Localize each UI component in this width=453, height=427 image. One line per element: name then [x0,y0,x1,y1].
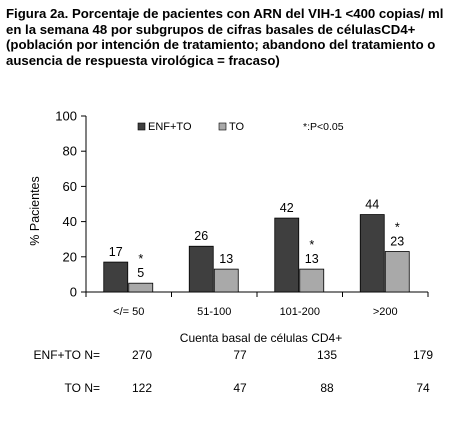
x-tick-label: 101-200 [280,306,320,318]
x-axis: </= 50 51-100 101-200 >200 [85,291,429,318]
significance-marker: * [138,252,143,266]
x-axis-label: Cuenta basal de células CD4+ [180,331,342,345]
y-axis-label: % Pacientes [28,176,42,245]
y-tick-label: 20 [63,249,77,264]
data-label: 13 [305,252,319,266]
y-axis: 0 20 40 60 80 100 [55,109,87,300]
significance-marker: * [395,221,400,235]
figure-title: Figura 2a. Porcentaje de pacientes con A… [6,6,444,68]
n-table-cell: 88 [320,381,334,395]
x-tick-label: </= 50 [113,306,144,318]
significance-marker: * [309,238,314,252]
data-label: 23 [390,235,404,249]
bar-to [213,268,239,293]
n-table-row-label: TO N= [64,381,100,395]
n-table-cell: 179 [412,348,434,362]
y-tick-label: 0 [70,285,77,300]
bar-enf-to [274,217,300,293]
y-tick-label: 60 [63,179,77,194]
bar-enf-to [103,261,129,293]
n-table-cell: 135 [316,348,338,362]
n-table-row: TO N= 122 47 88 74 [0,381,453,397]
data-label: 5 [137,266,144,280]
n-table-row-label: ENF+TO N= [33,348,100,362]
data-label: 13 [219,252,233,266]
n-table-cell: 122 [131,381,153,395]
n-table-row: ENF+TO N= 270 77 135 179 [0,348,453,364]
legend-swatch [218,122,227,131]
data-label: 26 [194,229,208,243]
data-label: 17 [109,245,123,259]
legend-swatch [137,122,146,131]
bar-to [128,282,154,293]
bar-enf-to [359,214,385,293]
bar-to [384,251,410,293]
significance-legend: *:P<0.05 [303,121,344,133]
data-label: 42 [280,201,294,215]
legend: ENF+TO TO *:P<0.05 [137,121,344,133]
n-table-cell: 77 [233,348,247,362]
bar-enf-to [188,245,214,293]
y-tick-label: 40 [63,214,77,229]
y-tick-label: 100 [55,109,77,124]
n-table-cell: 74 [416,381,430,395]
y-tick-label: 80 [63,144,77,159]
n-table-cell: 270 [131,348,153,362]
bar-to [299,268,325,293]
legend-label: TO [229,121,245,133]
x-tick-label: 51-100 [197,306,231,318]
legend-label: ENF+TO [148,121,192,133]
x-tick-label: >200 [373,306,398,318]
data-label: 44 [365,198,379,212]
n-table-cell: 47 [233,381,247,395]
